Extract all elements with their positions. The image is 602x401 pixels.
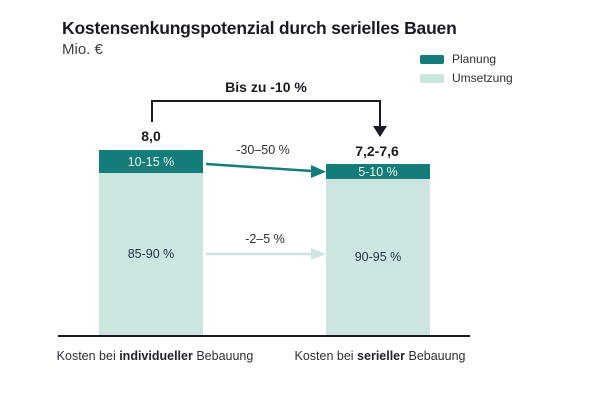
chart-title: Kostensenkungspotenzial durch serielles … [62,18,457,38]
bar-individuelle-bebauung: 10-15 % 85-90 % [99,150,203,335]
planung-flow-label: -30–50 % [236,143,290,157]
bar-left-planung-segment: 10-15 % [99,150,203,173]
bracket-left-tick [151,100,153,122]
bracket-right-stem [379,100,381,127]
bar-right-caption: Kosten bei serieller Bebauung [295,349,466,363]
bar-serielle-bebauung: 5-10 % 90-95 % [326,164,430,335]
arrow-down-icon [373,126,387,137]
umsetzung-flow-label: -2–5 % [245,232,285,246]
chart-unit-label: Mio. € [62,41,103,58]
bar-right-umsetzung-segment: 90-95 % [326,179,430,335]
umsetzung-arrow-right-icon [206,248,326,260]
caption-bold-word: serieller [357,349,406,363]
bar-left-caption: Kosten bei individueller Bebauung [57,349,254,363]
bracket-annotation-label: Bis zu -10 % [225,79,307,95]
caption-text: Bebauung [192,349,254,363]
legend-label-planung: Planung [452,52,497,66]
legend-item-planung: Planung [420,52,513,66]
caption-text: Bebauung [405,349,466,363]
caption-text: Kosten bei [56,349,120,363]
caption-bold-word: individueller [119,349,193,363]
umsetzung-swatch-icon [420,73,444,83]
caption-text: Kosten bei [294,349,358,363]
bar-right-total-label: 7,2-7,6 [355,143,399,159]
legend: Planung Umsetzung [420,52,513,85]
planung-arrow-right-icon [205,162,326,178]
bracket-horizontal-line [151,100,381,102]
legend-item-umsetzung: Umsetzung [420,71,513,85]
planung-swatch-icon [420,54,444,64]
bar-left-umsetzung-segment: 85-90 % [99,173,203,335]
x-axis-baseline [58,335,470,337]
bar-right-planung-segment: 5-10 % [326,164,430,179]
bar-left-total-label: 8,0 [141,128,161,144]
legend-label-umsetzung: Umsetzung [452,71,513,85]
